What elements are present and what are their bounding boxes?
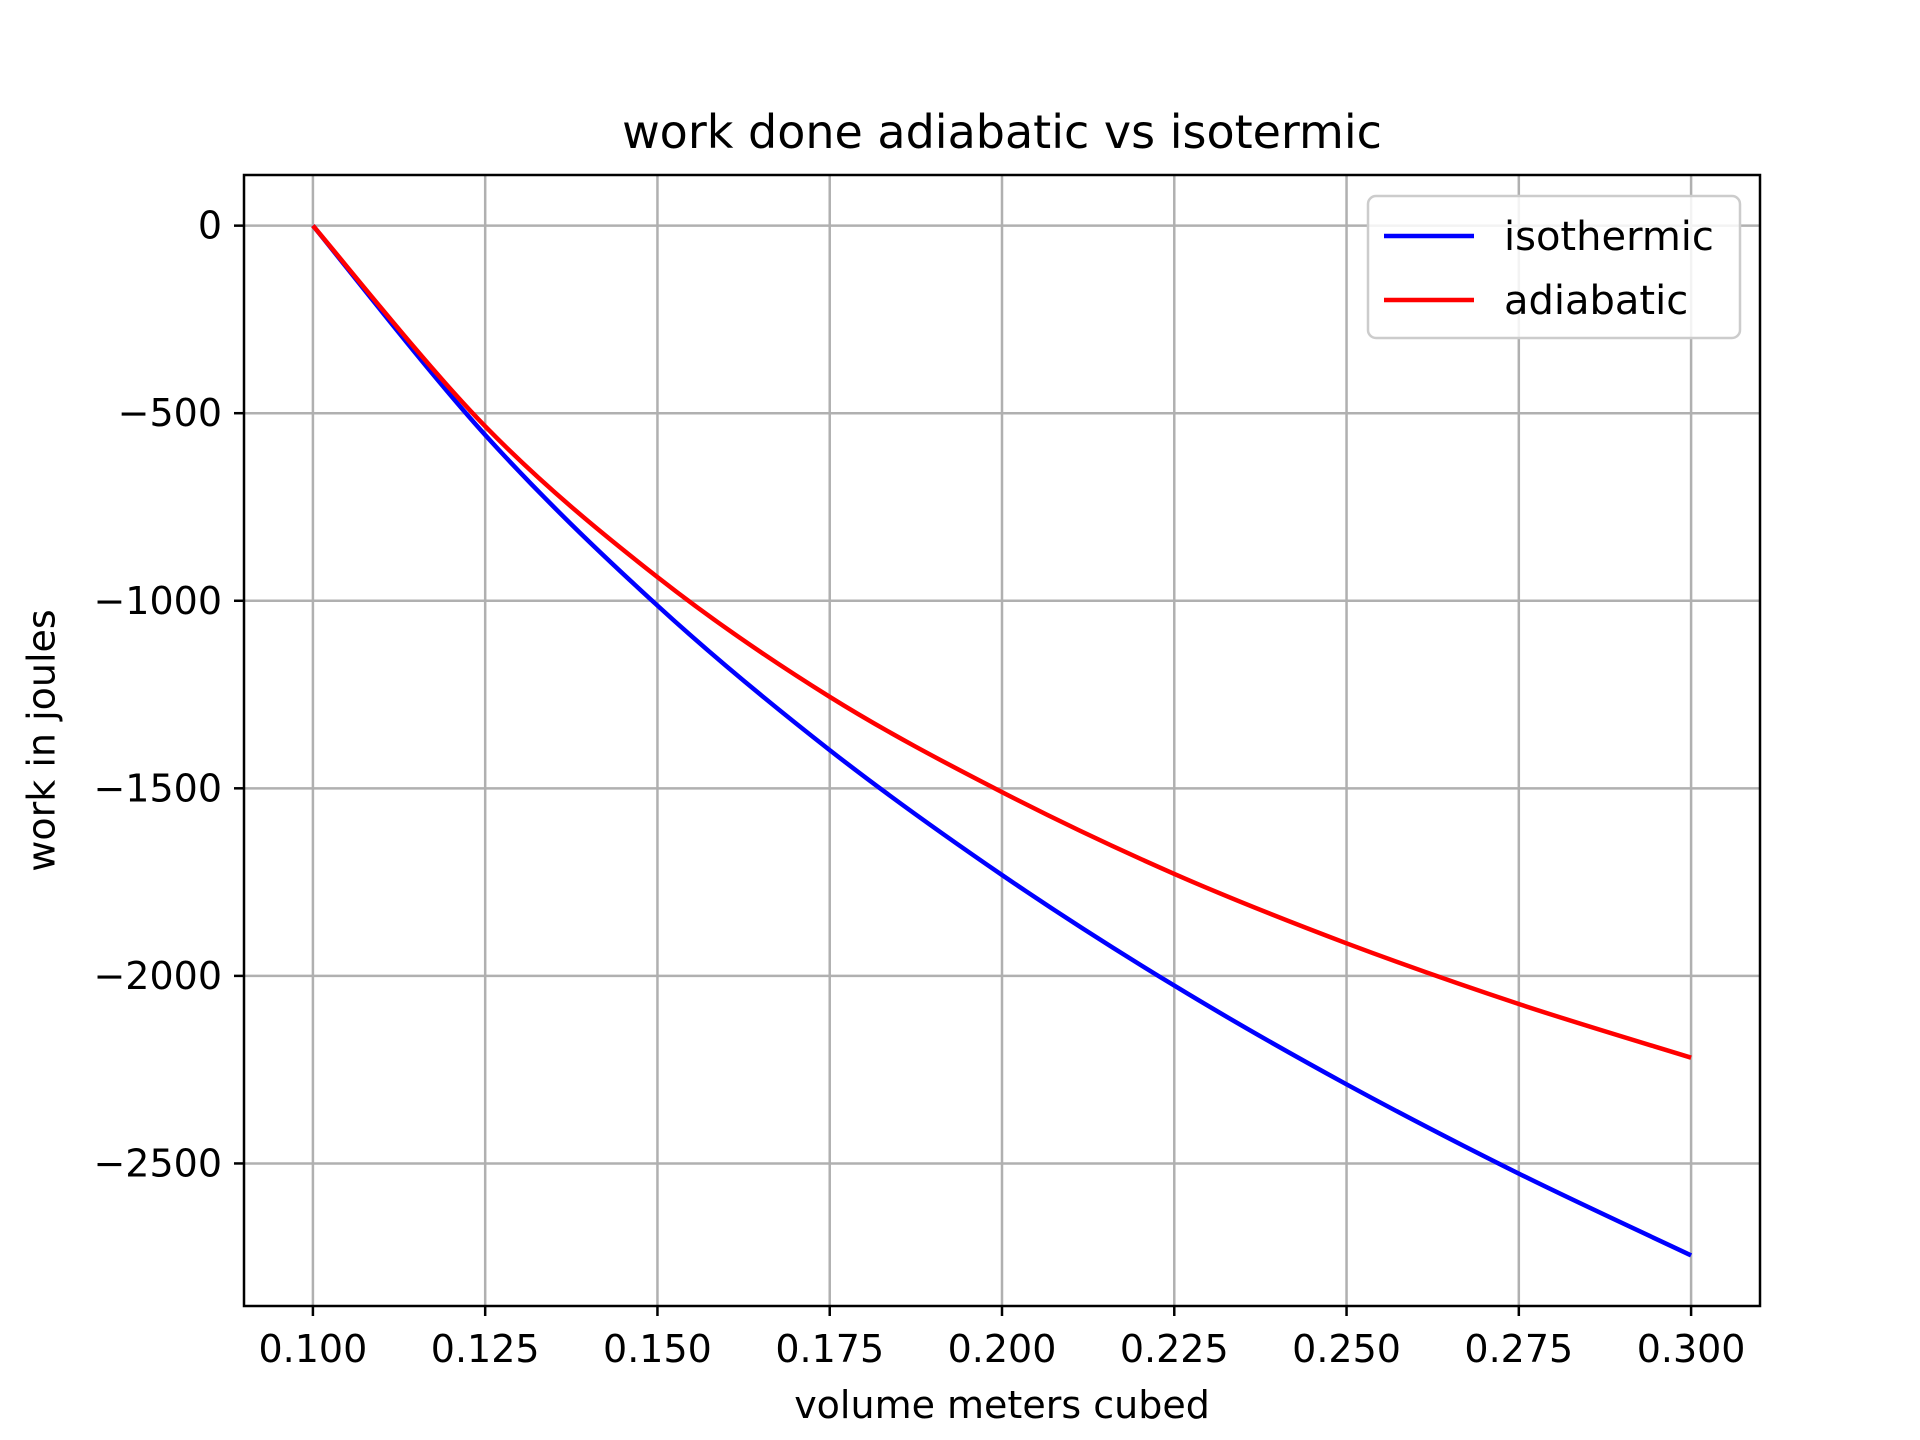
legend-box: [1366, 194, 1742, 340]
y-tick-label: 0: [198, 204, 222, 248]
legend-label-adiabatic: adiabatic: [1504, 278, 1688, 324]
y-axis-label: work in joules: [20, 609, 64, 871]
x-tick-label: 0.175: [775, 1327, 884, 1371]
y-tick-label: −500: [118, 391, 222, 435]
x-axis-label: volume meters cubed: [794, 1383, 1210, 1427]
x-tick-label: 0.225: [1120, 1327, 1229, 1371]
y-tick-label: −2500: [93, 1141, 222, 1185]
axis-ticks: 0.100 0.125 0.150 0.175 0.200 0.225 0.250 0.275…: [93, 204, 1745, 1371]
series-line-adiabatic: [311, 224, 1692, 1060]
series-line-isothermic: [311, 224, 1693, 1258]
x-tick-label: 0.275: [1464, 1327, 1573, 1371]
y-tick-label: −1500: [93, 766, 222, 810]
y-tick-label: −2000: [93, 954, 222, 998]
x-tick-label: 0.300: [1637, 1327, 1746, 1371]
x-tick-label: 0.100: [259, 1327, 368, 1371]
chart-title: work done adiabatic vs isotermic: [622, 105, 1382, 159]
series-lines: [311, 224, 1693, 1258]
legend-label-isothermic: isothermic: [1504, 214, 1714, 260]
x-tick-label: 0.200: [948, 1327, 1057, 1371]
x-tick-label: 0.125: [431, 1327, 540, 1371]
legend: isothermic adiabatic: [1366, 194, 1742, 340]
x-tick-label: 0.250: [1292, 1327, 1401, 1371]
x-tick-label: 0.150: [603, 1327, 712, 1371]
y-tick-label: −1000: [93, 579, 222, 623]
